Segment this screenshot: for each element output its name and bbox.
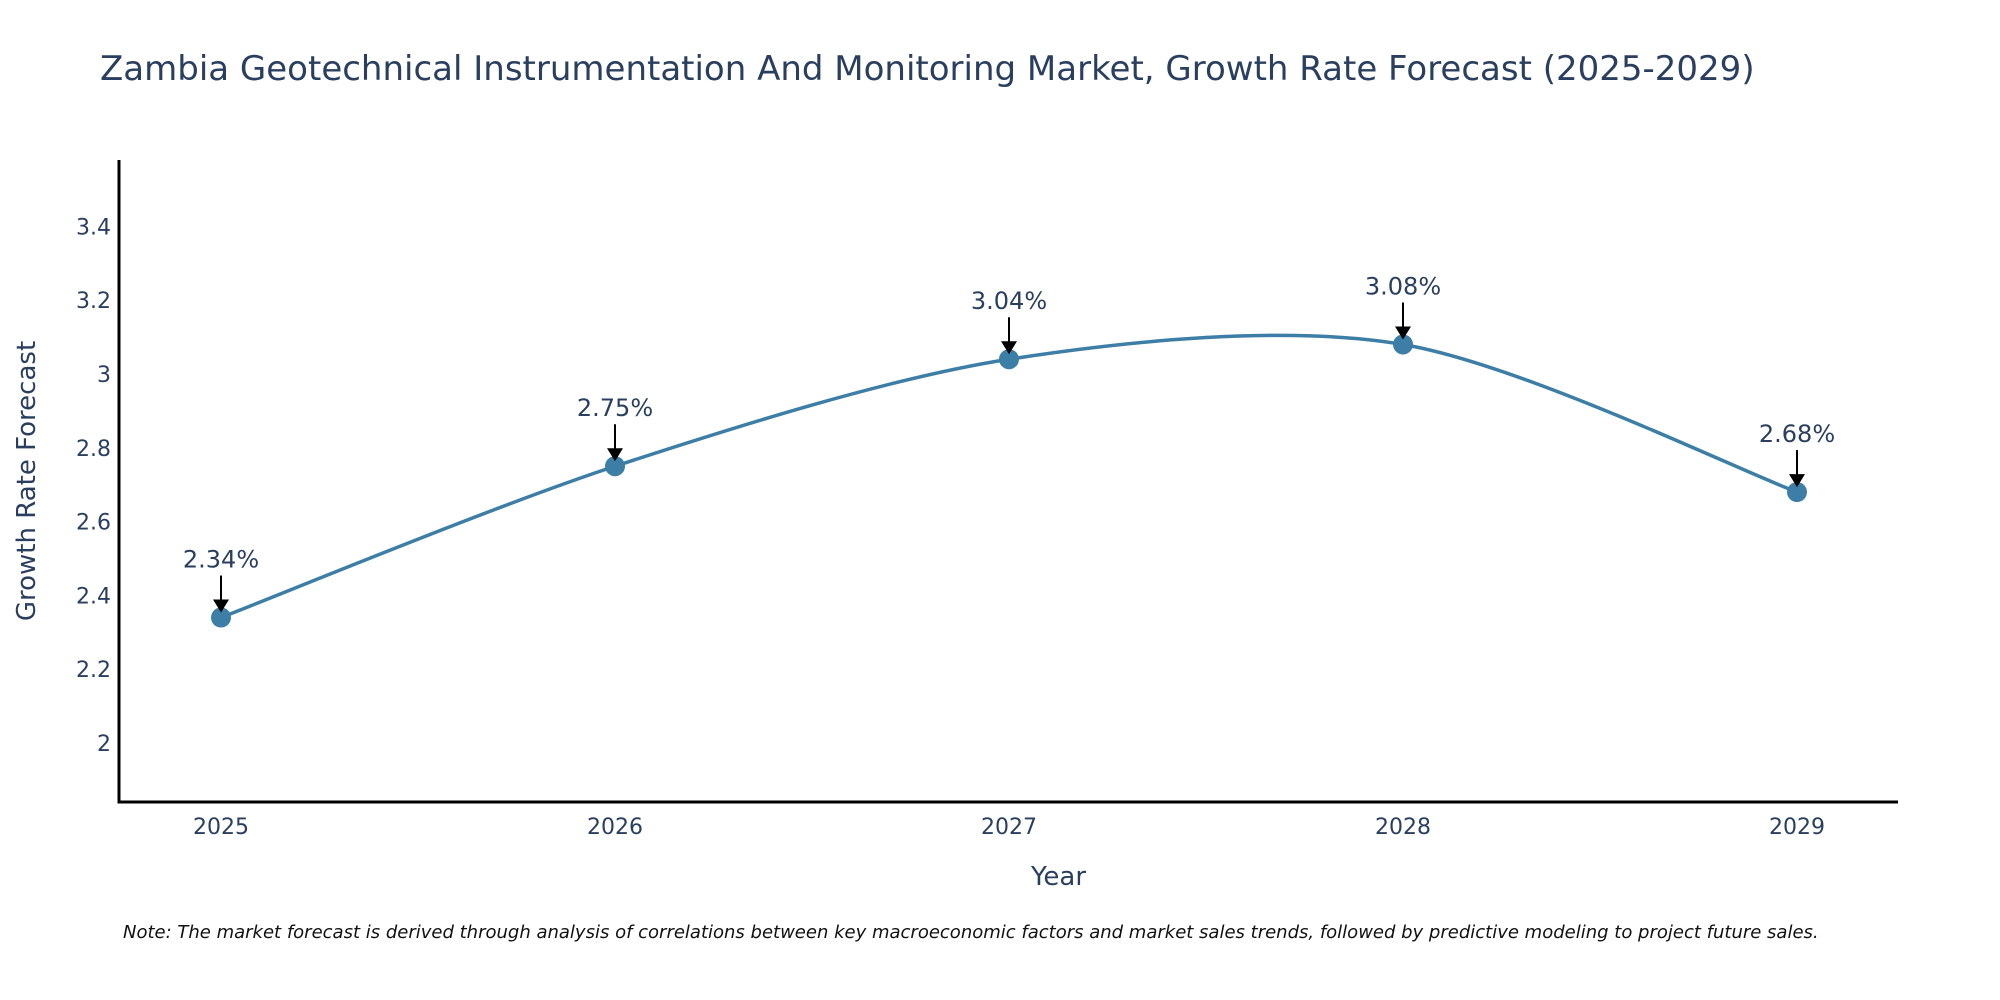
- y-tick-label: 2: [97, 732, 111, 757]
- annotation-arrow-head: [1789, 474, 1805, 488]
- data-label: 2.75%: [577, 394, 653, 422]
- y-tick-label: 3: [97, 363, 111, 388]
- x-axis-title: Year: [1030, 862, 1086, 892]
- data-point: [605, 456, 625, 477]
- y-tick-label: 3.4: [76, 215, 111, 240]
- data-label: 2.34%: [183, 546, 259, 574]
- x-tick-label: 2028: [1375, 815, 1431, 840]
- annotation-layer: 2.34% 2.75% 3.04% 3.08% 2.68%: [183, 272, 1835, 613]
- annotation-arrow-head: [213, 599, 229, 613]
- y-tick-label: 3.2: [76, 289, 111, 314]
- series-layer: [211, 333, 1807, 628]
- x-tick-label: 2029: [1769, 815, 1825, 840]
- series-line: [220, 333, 1798, 620]
- y-tick-label: 2.6: [76, 511, 111, 536]
- annotation-arrow-head: [1001, 341, 1017, 355]
- annotation-arrow-head: [1395, 326, 1411, 340]
- x-axis-ticks: 2025 2026 2027 2028 2029: [193, 815, 1825, 840]
- y-tick-label: 2.2: [76, 658, 111, 683]
- data-point: [1393, 334, 1413, 355]
- x-tick-label: 2027: [981, 815, 1037, 840]
- data-point: [211, 607, 231, 628]
- data-point: [999, 349, 1019, 370]
- y-axis-ticks: 2 2.2 2.4 2.6 2.8 3 3.2 3.4: [76, 215, 111, 757]
- data-label: 3.04%: [971, 287, 1047, 315]
- x-tick-label: 2026: [587, 815, 643, 840]
- data-label: 2.68%: [1759, 420, 1835, 448]
- y-tick-label: 2.8: [76, 437, 111, 462]
- annotation-arrow-head: [607, 448, 623, 462]
- y-tick-label: 2.4: [76, 584, 111, 609]
- y-axis-title: Growth Rate Forecast: [12, 341, 42, 621]
- data-label: 3.08%: [1365, 272, 1441, 300]
- chart-title: Zambia Geotechnical Instrumentation And …: [100, 49, 1755, 89]
- x-tick-label: 2025: [193, 815, 249, 840]
- data-point: [1787, 482, 1807, 503]
- chart-note: Note: The market forecast is derived thr…: [123, 922, 1819, 943]
